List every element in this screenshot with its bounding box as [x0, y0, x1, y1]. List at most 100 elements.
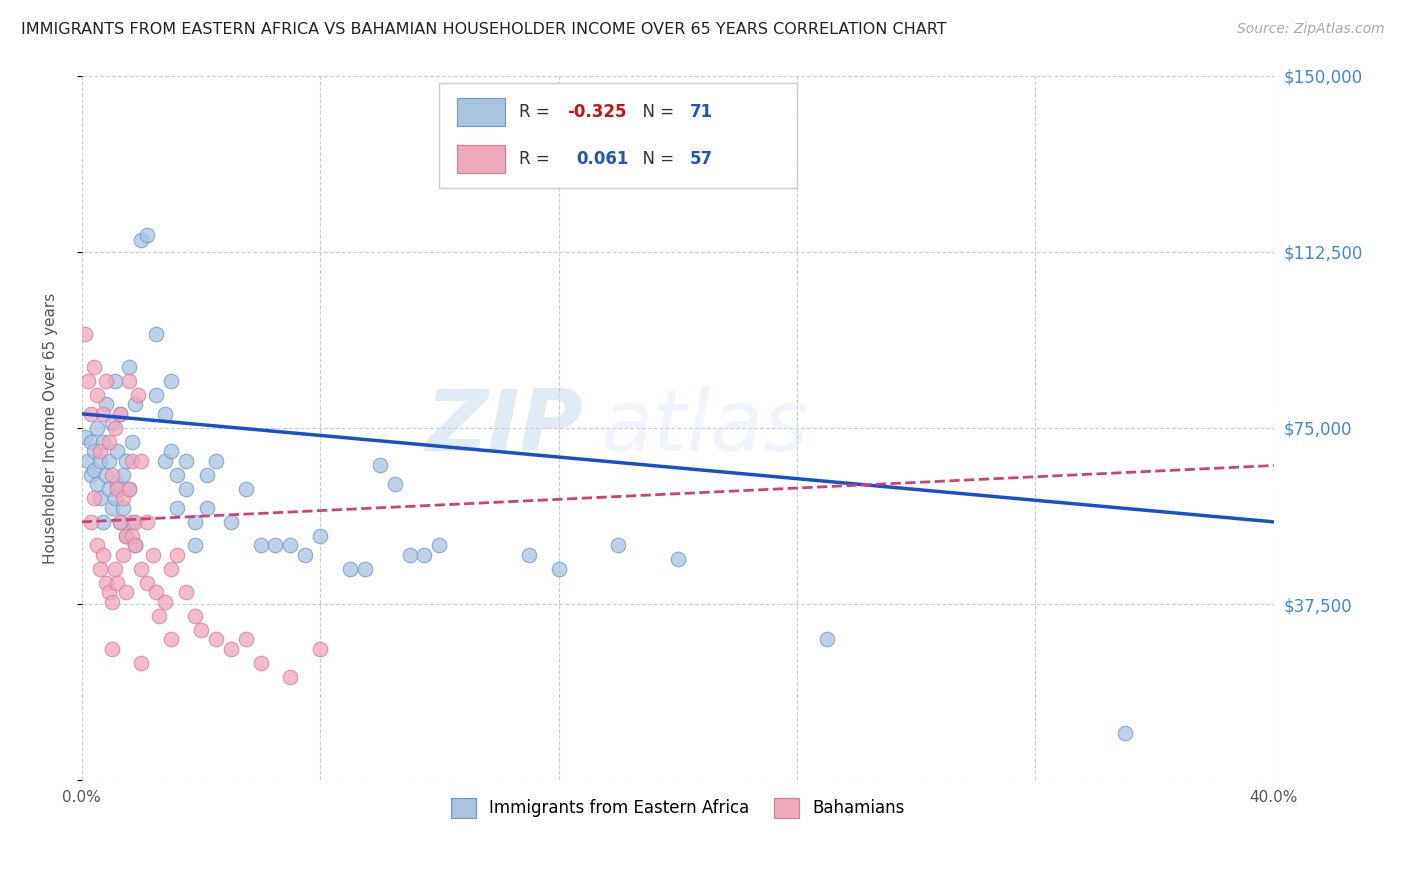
- Point: [110, 407, 132, 421]
- Text: atlas: atlas: [600, 386, 808, 469]
- Point: [174, 585, 197, 599]
- Text: Source: ZipAtlas.com: Source: ZipAtlas.com: [1237, 22, 1385, 37]
- Point: [235, 632, 257, 647]
- Point: [153, 407, 176, 421]
- Point: [249, 656, 271, 670]
- Point: [100, 467, 122, 482]
- Point: [145, 326, 167, 341]
- Point: [124, 397, 146, 411]
- Point: [280, 538, 302, 552]
- Point: [103, 374, 125, 388]
- Point: [91, 548, 114, 562]
- Point: [76, 374, 98, 388]
- Point: [294, 548, 316, 562]
- Point: [103, 421, 125, 435]
- Point: [97, 585, 120, 599]
- Point: [195, 467, 218, 482]
- Point: [136, 576, 159, 591]
- Text: N =: N =: [633, 103, 681, 121]
- Point: [83, 444, 105, 458]
- Point: [73, 430, 96, 444]
- Point: [184, 515, 207, 529]
- Point: [115, 529, 138, 543]
- Point: [91, 407, 114, 421]
- Point: [131, 454, 153, 468]
- Point: [103, 491, 125, 506]
- Point: [86, 421, 108, 435]
- Point: [112, 500, 135, 515]
- Point: [115, 529, 138, 543]
- Point: [309, 529, 332, 543]
- Point: [79, 407, 101, 421]
- Point: [427, 538, 450, 552]
- Point: [115, 454, 138, 468]
- Point: [100, 641, 122, 656]
- Point: [131, 233, 153, 247]
- Legend: Immigrants from Eastern Africa, Bahamians: Immigrants from Eastern Africa, Bahamian…: [444, 791, 911, 825]
- Point: [86, 538, 108, 552]
- Point: [145, 585, 167, 599]
- Point: [184, 538, 207, 552]
- Point: [103, 562, 125, 576]
- Point: [94, 576, 117, 591]
- Point: [107, 477, 129, 491]
- Point: [97, 482, 120, 496]
- Point: [100, 500, 122, 515]
- Point: [121, 435, 143, 450]
- Text: 0.061: 0.061: [576, 150, 628, 168]
- Point: [249, 538, 271, 552]
- FancyBboxPatch shape: [439, 83, 797, 188]
- Point: [413, 548, 436, 562]
- Text: R =: R =: [519, 103, 555, 121]
- Point: [100, 416, 122, 430]
- Point: [79, 435, 101, 450]
- Point: [190, 623, 212, 637]
- Point: [118, 482, 141, 496]
- Text: IMMIGRANTS FROM EASTERN AFRICA VS BAHAMIAN HOUSEHOLDER INCOME OVER 65 YEARS CORR: IMMIGRANTS FROM EASTERN AFRICA VS BAHAMI…: [21, 22, 946, 37]
- Point: [153, 595, 176, 609]
- Point: [79, 515, 101, 529]
- Point: [110, 515, 132, 529]
- Point: [815, 632, 838, 647]
- Point: [83, 359, 105, 374]
- Point: [86, 477, 108, 491]
- Point: [86, 388, 108, 402]
- Point: [110, 515, 132, 529]
- Point: [94, 397, 117, 411]
- Point: [547, 562, 569, 576]
- Y-axis label: Householder Income Over 65 years: Householder Income Over 65 years: [44, 293, 58, 564]
- Point: [174, 482, 197, 496]
- Text: ZIP: ZIP: [425, 386, 582, 469]
- Point: [121, 454, 143, 468]
- Point: [384, 477, 406, 491]
- Point: [97, 454, 120, 468]
- Point: [118, 482, 141, 496]
- Point: [89, 491, 111, 506]
- Point: [160, 562, 183, 576]
- Point: [205, 632, 228, 647]
- Point: [166, 500, 188, 515]
- Text: -0.325: -0.325: [567, 103, 627, 121]
- Point: [127, 388, 149, 402]
- Point: [160, 632, 183, 647]
- Point: [398, 548, 420, 562]
- Point: [148, 608, 170, 623]
- Point: [174, 454, 197, 468]
- Point: [339, 562, 361, 576]
- Point: [153, 454, 176, 468]
- Point: [121, 529, 143, 543]
- Text: R =: R =: [519, 150, 555, 168]
- Point: [184, 608, 207, 623]
- Point: [89, 562, 111, 576]
- Point: [607, 538, 630, 552]
- Point: [89, 444, 111, 458]
- Point: [145, 388, 167, 402]
- Point: [110, 407, 132, 421]
- Point: [79, 467, 101, 482]
- Point: [264, 538, 287, 552]
- Point: [136, 228, 159, 243]
- Point: [166, 548, 188, 562]
- Point: [666, 552, 689, 566]
- Point: [136, 515, 159, 529]
- Point: [115, 585, 138, 599]
